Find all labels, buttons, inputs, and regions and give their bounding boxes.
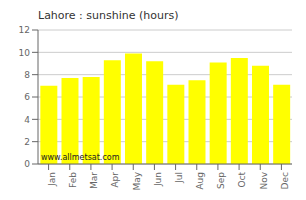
svg-text:2: 2 — [24, 137, 30, 147]
svg-text:Aug: Aug — [195, 172, 205, 190]
html-text:www.allmetsat.com: www.allmetsat.com — [41, 153, 120, 162]
svg-text:Apr: Apr — [110, 172, 120, 188]
svg-text:10: 10 — [19, 48, 31, 58]
svg-text:0: 0 — [24, 159, 30, 169]
svg-text:8: 8 — [24, 70, 30, 80]
svg-text:Dec: Dec — [280, 172, 290, 189]
svg-text:Sep: Sep — [216, 172, 226, 189]
svg-text:Oct: Oct — [237, 172, 247, 188]
svg-text:Jul: Jul — [174, 172, 184, 184]
html-text:Lahore : sunshine (hours): Lahore : sunshine (hours) — [38, 9, 179, 22]
svg-text:6: 6 — [24, 92, 30, 102]
svg-text:Jan: Jan — [47, 172, 57, 187]
svg-text:Jun: Jun — [153, 172, 163, 187]
svg-text:12: 12 — [19, 25, 30, 35]
svg-text:May: May — [132, 171, 142, 190]
svg-text:Nov: Nov — [259, 171, 269, 189]
svg-text:Mar: Mar — [89, 172, 99, 189]
svg-text:Feb: Feb — [68, 172, 78, 188]
svg-text:4: 4 — [24, 115, 30, 125]
